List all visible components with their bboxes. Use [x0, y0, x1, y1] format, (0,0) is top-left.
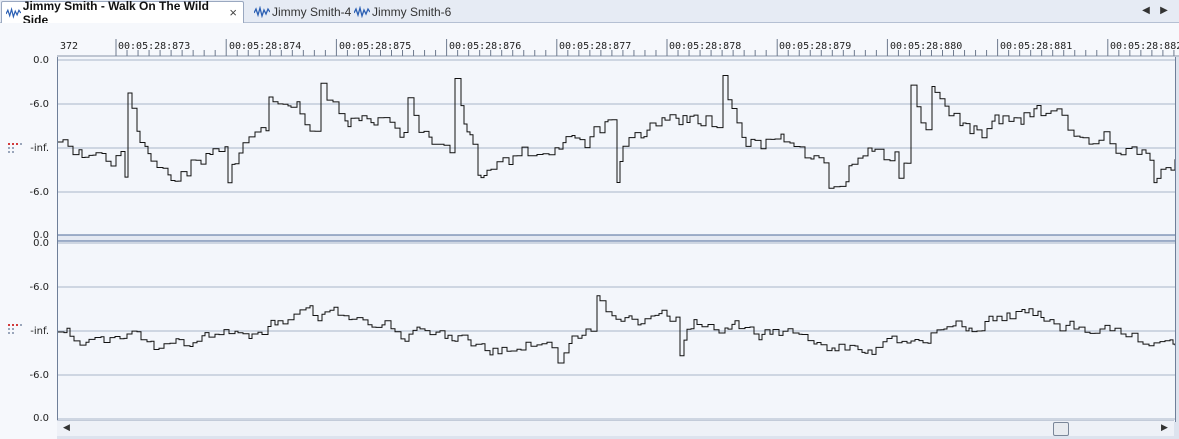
scale-label: 0.0 [33, 230, 49, 241]
waveform-view[interactable] [57, 57, 1176, 422]
channel-grip-icon[interactable] [8, 142, 22, 154]
document-tab-bar: Jimmy Smith - Walk On The Wild Side × Ji… [0, 0, 1179, 27]
scale-label: 0.0 [33, 413, 49, 424]
scroll-right-arrow-icon[interactable]: ▶ [1161, 422, 1168, 432]
tab-walk-on-the-wild-side[interactable]: Jimmy Smith - Walk On The Wild Side × [1, 0, 244, 27]
tab-scroll-left-button[interactable]: ◀ [1142, 5, 1150, 16]
waveform-channel-1 [58, 75, 1175, 189]
channel-grip-icon[interactable] [8, 323, 22, 335]
ruler-tick-label: 00:05:28:876 [449, 41, 522, 52]
scale-label: -inf. [30, 143, 49, 154]
ruler-tick-label: 00:05:28:873 [118, 41, 191, 52]
horizontal-scrollbar[interactable]: ◀ ▶ [57, 420, 1174, 436]
scale-label: 0.0 [33, 55, 49, 66]
ruler-ticks [57, 39, 1179, 57]
ruler-tick-label: 00:05:28:881 [1000, 41, 1073, 52]
waveform-channel-2 [58, 295, 1175, 364]
waveform-canvas[interactable] [58, 57, 1175, 422]
ruler-tick-label: 00:05:28:877 [559, 41, 632, 52]
scale-label: -6.0 [29, 187, 49, 198]
tab-label: Jimmy Smith-4 [272, 4, 352, 19]
tab-jimmy-smith-6[interactable]: Jimmy Smith-6 [350, 1, 451, 22]
scroll-left-arrow-icon[interactable]: ◀ [63, 422, 70, 432]
waveform-icon [6, 6, 21, 19]
tab-jimmy-smith-4[interactable]: Jimmy Smith-4 [250, 1, 351, 22]
close-icon[interactable]: × [229, 5, 237, 20]
ruler-tick-label: 00:05:28:874 [229, 41, 302, 52]
scrollbar-thumb[interactable] [1053, 422, 1069, 436]
waveform-icon [354, 5, 370, 18]
ruler-tick-label: 00:05:28:878 [669, 41, 742, 52]
scale-label: -6.0 [29, 370, 49, 381]
scale-label: -6.0 [29, 99, 49, 110]
ruler-tick-label: 00:05:28:879 [779, 41, 852, 52]
ruler-tick-label: 372 [60, 41, 79, 52]
time-ruler[interactable]: 372 00:05:28:873 00:05:28:874 00:05:28:8… [0, 23, 1179, 57]
waveform-icon [254, 5, 270, 18]
scale-label: 0.0 [33, 238, 49, 249]
ruler-tick-label: 00:05:28:880 [890, 41, 963, 52]
scale-label: -inf. [30, 326, 49, 337]
ruler-tick-label: 00:05:28:882 [1110, 41, 1179, 52]
tab-scroll-right-button[interactable]: ▶ [1160, 5, 1168, 16]
amplitude-scale: 0.0 -6.0 -inf. -6.0 0.0 0.0 -6.0 -inf. -… [0, 55, 57, 439]
scale-label: -6.0 [29, 282, 49, 293]
tab-label: Jimmy Smith-6 [372, 4, 452, 19]
ruler-tick-label: 00:05:28:875 [339, 41, 412, 52]
